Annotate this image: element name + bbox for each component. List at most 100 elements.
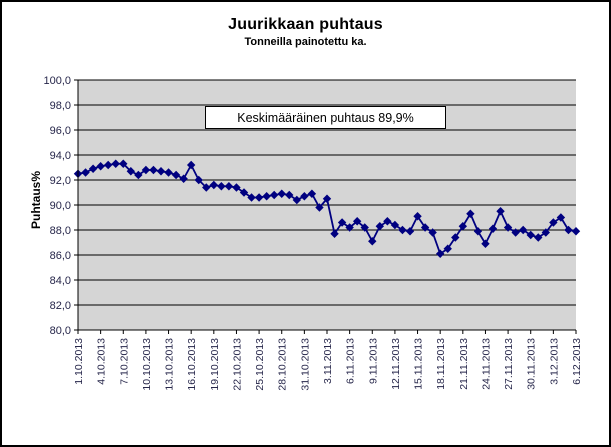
data-point — [518, 225, 528, 235]
data-point — [126, 167, 136, 176]
data-point — [103, 160, 113, 170]
data-point — [307, 189, 317, 198]
data-point — [375, 222, 385, 231]
y-tick-label: 90,0 — [50, 200, 71, 212]
y-axis-title: Puhtaus% — [29, 170, 43, 230]
x-tick-label: 22.10.2013 — [231, 338, 243, 391]
data-point — [428, 228, 437, 237]
x-tick-label: 31.10.2013 — [299, 338, 311, 391]
y-tick-label: 80,0 — [50, 325, 71, 337]
data-point — [435, 249, 445, 258]
chart-title: Juurikkaan puhtaus — [228, 16, 383, 33]
data-point — [458, 222, 468, 231]
data-point — [96, 162, 105, 171]
data-point — [564, 225, 573, 235]
data-point — [322, 194, 332, 203]
y-tick-label: 94,0 — [50, 150, 71, 162]
data-point — [88, 164, 98, 173]
data-point — [390, 220, 400, 230]
data-point — [534, 233, 543, 242]
x-tick-label: 13.10.2013 — [164, 338, 176, 391]
x-tick-label: 16.10.2013 — [186, 338, 198, 391]
data-point — [398, 225, 407, 235]
x-tick-label: 21.11.2013 — [458, 338, 470, 390]
data-point — [171, 170, 181, 180]
data-point — [556, 213, 566, 222]
data-point — [405, 227, 415, 236]
data-point — [345, 223, 354, 232]
y-tick-label: 92,0 — [50, 175, 71, 187]
data-point — [262, 192, 271, 201]
data-point — [466, 209, 475, 218]
data-point — [134, 170, 143, 180]
data-point — [451, 233, 460, 242]
data-point — [443, 244, 452, 253]
data-point — [149, 165, 158, 175]
x-tick-label: 9.11.2013 — [367, 338, 379, 384]
x-tick-label: 18.11.2013 — [435, 338, 447, 390]
data-point — [186, 160, 196, 170]
data-point — [511, 228, 520, 237]
data-point — [413, 212, 422, 221]
data-point — [481, 239, 490, 248]
data-point — [209, 180, 219, 190]
data-point — [179, 174, 188, 183]
data-point — [503, 223, 513, 232]
data-point — [473, 227, 483, 236]
x-tick-label: 30.11.2013 — [526, 338, 538, 390]
x-tick-label: 12.11.2013 — [390, 338, 402, 390]
x-tick-label: 3.11.2013 — [322, 338, 334, 384]
y-tick-label: 98,0 — [50, 100, 71, 112]
x-tick-label: 27.11.2013 — [503, 338, 515, 390]
data-point — [119, 159, 128, 168]
y-tick-label: 88,0 — [50, 225, 71, 237]
x-tick-label: 7.10.2013 — [118, 338, 130, 385]
data-point — [571, 227, 581, 236]
x-tick-label: 15.11.2013 — [413, 338, 425, 390]
data-point — [526, 230, 535, 240]
x-tick-label: 24.11.2013 — [480, 338, 492, 390]
data-point — [285, 190, 294, 200]
data-point — [360, 223, 369, 232]
data-point — [368, 237, 377, 246]
y-tick-label: 96,0 — [50, 125, 71, 137]
data-point — [330, 229, 339, 238]
data-point — [81, 168, 90, 177]
data-point — [224, 182, 234, 191]
y-tick-label: 82,0 — [50, 300, 71, 312]
data-point — [496, 207, 505, 216]
data-point — [247, 193, 256, 202]
data-point — [541, 228, 551, 237]
annotation-box: Keskimääräinen puhtaus 89,9% — [205, 106, 446, 129]
data-point — [217, 182, 226, 191]
data-point — [111, 159, 120, 168]
data-point — [232, 183, 241, 192]
data-point — [156, 167, 166, 176]
data-point — [292, 195, 302, 205]
x-tick-label: 6.12.2013 — [571, 338, 583, 385]
data-point — [488, 224, 498, 233]
x-tick-label: 3.12.2013 — [548, 338, 560, 385]
data-point — [337, 218, 347, 227]
data-point — [141, 165, 151, 175]
x-tick-label: 19.10.2013 — [209, 338, 221, 391]
data-point — [277, 189, 286, 198]
data-point — [164, 168, 173, 177]
data-point — [315, 203, 324, 212]
chart-subtitle: Tonneilla painotettu ka. — [244, 36, 367, 48]
data-point — [269, 190, 279, 200]
x-tick-label: 6.11.2013 — [345, 338, 357, 384]
data-point — [420, 223, 430, 232]
x-tick-label: 10.10.2013 — [141, 338, 153, 391]
y-tick-label: 86,0 — [50, 250, 71, 262]
data-point — [300, 192, 309, 201]
data-point — [239, 188, 249, 197]
data-point — [383, 217, 392, 226]
y-tick-label: 84,0 — [50, 275, 71, 287]
data-point — [202, 183, 211, 192]
data-point — [352, 217, 362, 226]
x-tick-label: 4.10.2013 — [96, 338, 108, 385]
x-tick-label: 25.10.2013 — [254, 338, 266, 391]
